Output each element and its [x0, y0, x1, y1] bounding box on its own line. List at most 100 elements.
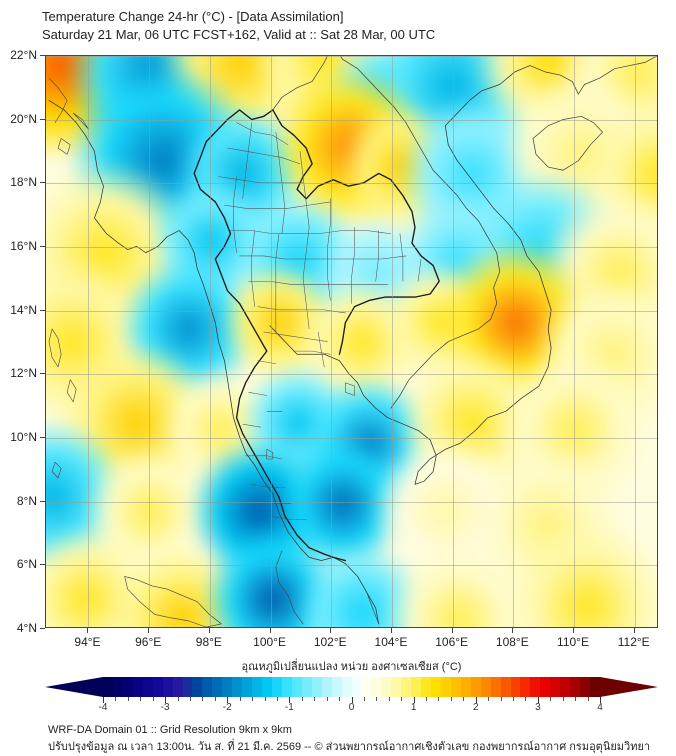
- colorbar-label: -2: [222, 702, 232, 713]
- nicobar-island: [52, 462, 61, 478]
- colorbar-tick: [103, 697, 104, 703]
- colorbar-tick: [575, 697, 577, 701]
- gridline-horizontal: [46, 183, 657, 185]
- colorbar-tick: [276, 697, 278, 701]
- gridline-horizontal: [46, 310, 657, 312]
- province-border: [318, 332, 324, 367]
- colorbar-segment: [112, 677, 124, 697]
- gridline-horizontal: [46, 119, 657, 121]
- province-border: [243, 123, 252, 199]
- gridline-vertical: [209, 56, 211, 627]
- province-border: [224, 202, 330, 208]
- colorbar-tick: [289, 697, 291, 703]
- colorbar-ticks: -4 -3 -2 -1 0 1 2 3 4: [45, 697, 658, 713]
- y-axis-label: 18°N: [10, 175, 37, 190]
- colorbar-tick: [127, 697, 129, 701]
- province-border: [300, 151, 309, 329]
- colorbar-title: อุณหภูมิเปลี่ยนแปลง หน่วย องศาเซลเซียส (…: [241, 661, 462, 673]
- page-title: Temperature Change 24-hr (°C) - [Data As…: [42, 9, 344, 24]
- colorbar-segment: [440, 677, 452, 697]
- gridline-vertical: [634, 56, 636, 627]
- malaysia-west-coast: [276, 551, 303, 624]
- y-axis-tick: [40, 437, 45, 438]
- province-border: [243, 424, 261, 427]
- y-axis-label: 10°N: [10, 430, 37, 444]
- colorbar-tick: [413, 697, 415, 703]
- temperature-anomaly-field: [46, 56, 657, 627]
- province-border: [249, 281, 388, 284]
- province-border: [270, 516, 306, 519]
- gridline-vertical: [331, 56, 333, 627]
- model-info-line: WRF-DA Domain 01 :: Grid Resolution 9km …: [48, 724, 292, 736]
- province-border: [218, 177, 303, 183]
- gridline-vertical: [270, 56, 272, 627]
- colorbar-label: 1: [410, 702, 417, 713]
- colorbar-segment: [450, 677, 462, 697]
- chart-subtitle: Saturday 21 Mar, 06 UTC FCST+162, Valid …: [42, 27, 436, 42]
- x-axis-tick: [512, 628, 514, 633]
- province-border: [228, 148, 301, 164]
- gridline-vertical: [149, 56, 151, 627]
- x-axis-label: 94°E: [74, 635, 101, 649]
- gridline-vertical: [513, 56, 515, 627]
- colorbar-tick: [488, 697, 490, 701]
- colorbar-segment: [590, 677, 601, 697]
- colorbar-segment: [530, 677, 542, 697]
- gridline-horizontal: [46, 565, 657, 567]
- x-axis-tick: [390, 628, 392, 633]
- colorbar-segment: [321, 677, 333, 697]
- vietnam-border: [333, 56, 499, 408]
- colorbar-tick: [363, 697, 365, 701]
- colorbar-segment: [301, 677, 313, 697]
- province-border: [230, 231, 390, 234]
- province-border: [294, 351, 330, 354]
- colorbar-segment: [460, 677, 472, 697]
- y-axis-label: 16°N: [10, 239, 37, 253]
- colorbar-tick: [202, 697, 204, 701]
- province-border: [246, 456, 282, 459]
- colorbar-tick: [376, 697, 378, 701]
- colorbar-segment: [490, 677, 502, 697]
- colorbar-segment: [331, 677, 343, 697]
- colorbar-segment: [182, 677, 194, 697]
- colorbar-tick: [401, 697, 403, 701]
- colorbar-segment: [431, 677, 442, 697]
- colorbar-tick: [463, 697, 465, 701]
- x-axis-label: 100°E: [253, 635, 286, 649]
- colorbar-tick: [301, 697, 303, 701]
- colorbar-tick: [525, 697, 527, 701]
- y-axis-label: 20°N: [10, 111, 37, 126]
- province-border: [351, 227, 354, 303]
- province-border: [258, 361, 276, 364]
- x-axis-tick: [573, 628, 575, 633]
- colorbar-tick: [388, 697, 390, 701]
- colorbar-tick: [239, 697, 241, 701]
- colorbar-segment: [351, 677, 363, 697]
- map-gridlines: [46, 56, 657, 627]
- colorbar-segment: [570, 677, 581, 697]
- colorbar-segment: [391, 677, 402, 697]
- colorbar-segment: [262, 677, 273, 697]
- colorbar-segment: [132, 677, 144, 697]
- x-axis-label: 112°E: [617, 635, 650, 649]
- x-axis-tick: [148, 628, 150, 633]
- colorbar-extend-max-icon: [600, 677, 658, 697]
- colorbar-tick: [252, 697, 254, 701]
- province-border: [276, 132, 285, 234]
- thailand-malaysia-border: [324, 554, 345, 560]
- colorbar-segment: [411, 677, 422, 697]
- sumatra-north: [125, 576, 222, 627]
- x-axis-label: 110°E: [557, 635, 589, 649]
- colorbar-segment: [381, 677, 392, 697]
- y-axis-label: 8°N: [16, 493, 37, 508]
- colorbar-label: 4: [597, 702, 603, 713]
- colorbar-tick: [513, 697, 515, 701]
- colorbar-tick: [140, 697, 142, 701]
- colorbar-tick: [314, 697, 316, 701]
- y-axis-tick: [40, 55, 45, 56]
- cheduba-island: [58, 139, 70, 155]
- x-axis-label: 102°E: [313, 635, 347, 649]
- koh-kong: [345, 383, 354, 396]
- colorbar-segment: [252, 677, 263, 697]
